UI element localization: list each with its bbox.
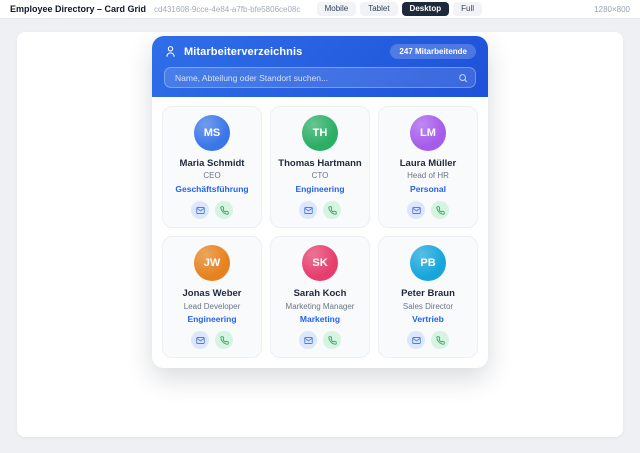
phone-icon bbox=[435, 205, 445, 215]
phone-button[interactable] bbox=[323, 331, 341, 350]
search-wrap bbox=[164, 67, 476, 88]
employee-card: JW Jonas Weber Lead Developer Engineerin… bbox=[162, 236, 262, 359]
employee-name: Maria Schmidt bbox=[179, 158, 245, 169]
employee-directory-widget: Mitarbeiterverzeichnis 247 Mitarbeitende bbox=[152, 36, 488, 369]
employee-actions bbox=[169, 201, 255, 220]
device-button-mobile[interactable]: Mobile bbox=[316, 2, 357, 16]
phone-icon bbox=[327, 336, 337, 345]
employee-actions bbox=[385, 331, 471, 350]
users-icon bbox=[164, 45, 177, 58]
mail-button[interactable] bbox=[299, 201, 317, 220]
employee-name: Thomas Hartmann bbox=[278, 158, 362, 169]
employee-department: Engineering bbox=[295, 183, 345, 194]
phone-button[interactable] bbox=[431, 331, 449, 350]
avatar: SK bbox=[302, 245, 338, 282]
device-toggle-group: Mobile Tablet Desktop Full bbox=[316, 2, 482, 16]
mail-icon bbox=[195, 206, 205, 215]
mail-button[interactable] bbox=[407, 331, 425, 350]
employee-card: SK Sarah Koch Marketing Manager Marketin… bbox=[270, 236, 370, 359]
mail-icon bbox=[303, 336, 313, 345]
device-button-desktop[interactable]: Desktop bbox=[401, 2, 450, 16]
avatar: LM bbox=[410, 115, 446, 151]
mail-icon bbox=[303, 206, 313, 215]
page-uuid: cd431608-9cce-4e84-a7fb-bfe5806ce08c bbox=[154, 5, 301, 14]
employee-department: Engineering bbox=[187, 314, 237, 325]
employee-role: Sales Director bbox=[402, 301, 454, 311]
preview-stage: Mitarbeiterverzeichnis 247 Mitarbeitende bbox=[0, 32, 640, 453]
avatar: MS bbox=[194, 115, 230, 151]
employee-card: LM Laura Müller Head of HR Personal bbox=[378, 106, 478, 229]
employee-card: MS Maria Schmidt CEO Geschäftsführung bbox=[162, 106, 262, 229]
employee-card: PB Peter Braun Sales Director Vertrieb bbox=[378, 236, 478, 359]
mail-icon bbox=[411, 336, 421, 345]
avatar: JW bbox=[194, 245, 230, 282]
phone-button[interactable] bbox=[431, 201, 449, 220]
phone-icon bbox=[435, 336, 445, 345]
mail-button[interactable] bbox=[407, 201, 425, 220]
employee-actions bbox=[169, 331, 255, 350]
phone-button[interactable] bbox=[323, 201, 341, 220]
mail-button[interactable] bbox=[191, 331, 209, 350]
employee-role: Marketing Manager bbox=[285, 301, 355, 311]
phone-icon bbox=[219, 336, 229, 345]
avatar: PB bbox=[410, 245, 446, 282]
phone-button[interactable] bbox=[215, 201, 233, 220]
search-input[interactable] bbox=[164, 67, 476, 88]
employee-card-grid: MS Maria Schmidt CEO Geschäftsführung TH… bbox=[152, 97, 488, 369]
widget-header: Mitarbeiterverzeichnis 247 Mitarbeitende bbox=[152, 36, 488, 97]
employee-actions bbox=[385, 201, 471, 220]
mail-icon bbox=[411, 206, 421, 215]
topbar: Employee Directory – Card Grid cd431608-… bbox=[0, 0, 640, 19]
employee-actions bbox=[277, 331, 363, 350]
topbar-title-group: Employee Directory – Card Grid cd431608-… bbox=[10, 4, 317, 14]
employee-name: Peter Braun bbox=[401, 288, 455, 300]
employee-role: Head of HR bbox=[407, 171, 449, 181]
employee-department: Personal bbox=[410, 183, 446, 194]
phone-icon bbox=[327, 205, 337, 215]
device-button-full[interactable]: Full bbox=[453, 2, 482, 16]
employee-department: Geschäftsführung bbox=[175, 183, 249, 194]
employee-name: Sarah Koch bbox=[293, 288, 347, 300]
phone-icon bbox=[219, 205, 229, 215]
mail-icon bbox=[195, 336, 205, 345]
preview-panel: Mitarbeiterverzeichnis 247 Mitarbeitende bbox=[17, 32, 623, 437]
employee-card: TH Thomas Hartmann CTO Engineering bbox=[270, 106, 370, 229]
mail-button[interactable] bbox=[191, 201, 209, 220]
employee-role: Lead Developer bbox=[183, 301, 241, 311]
employee-actions bbox=[277, 201, 363, 220]
employee-count-badge: 247 Mitarbeitende bbox=[390, 44, 476, 59]
device-button-tablet[interactable]: Tablet bbox=[360, 2, 398, 16]
page-title: Employee Directory – Card Grid bbox=[10, 4, 147, 14]
employee-department: Vertrieb bbox=[412, 314, 444, 325]
search-icon bbox=[458, 73, 468, 83]
employee-name: Jonas Weber bbox=[182, 288, 242, 300]
widget-title: Mitarbeiterverzeichnis bbox=[184, 45, 303, 58]
employee-name: Laura Müller bbox=[399, 158, 457, 169]
employee-department: Marketing bbox=[299, 314, 341, 325]
avatar: TH bbox=[302, 115, 338, 151]
viewport-size-label: 1280×800 bbox=[594, 4, 630, 14]
employee-role: CTO bbox=[311, 171, 329, 181]
mail-button[interactable] bbox=[299, 331, 317, 350]
employee-role: CEO bbox=[203, 171, 221, 181]
phone-button[interactable] bbox=[215, 331, 233, 350]
